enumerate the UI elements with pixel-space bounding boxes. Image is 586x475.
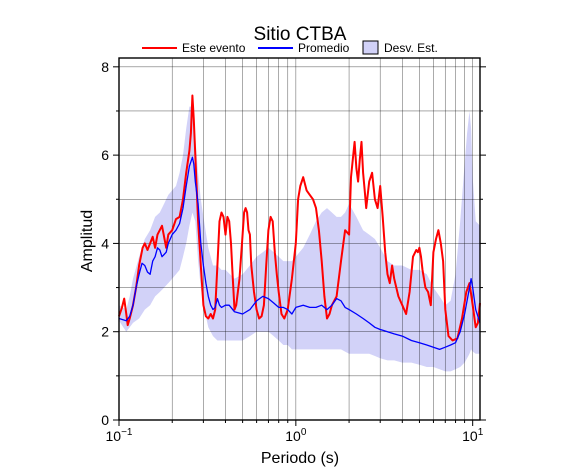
series-line-este-evento: [118, 94, 481, 342]
y-tick-label: 4: [101, 235, 109, 251]
chart-title: Sitio CTBA: [254, 24, 347, 45]
legend-label-promedio: Promedio: [298, 41, 350, 55]
std-dev-band: [119, 106, 480, 372]
x-tick-label: 101: [462, 427, 484, 444]
legend-item-este-evento: Este evento: [142, 41, 246, 55]
y-tick-label: 6: [101, 147, 109, 163]
y-axis-label: Amplitud: [79, 210, 96, 272]
y-tick-label: 8: [101, 59, 109, 75]
y-tick-label: 0: [101, 412, 109, 428]
legend-item-promedio: Promedio: [258, 41, 350, 55]
plot-area: 0 2 4 6 8 10−1 100 101: [101, 57, 486, 444]
legend: Este evento Promedio Desv. Est.: [142, 40, 438, 55]
x-tick-label: 10−1: [106, 427, 133, 444]
legend-label-desv-est: Desv. Est.: [384, 41, 438, 55]
y-tick-label: 2: [101, 324, 109, 340]
x-axis-label: Periodo (s): [261, 450, 339, 467]
legend-swatch-desv-est: [362, 40, 379, 55]
series-line-promedio: [118, 156, 481, 351]
legend-item-desv-est: Desv. Est.: [362, 40, 438, 55]
legend-label-este-evento: Este evento: [182, 41, 246, 55]
x-tick-label: 100: [285, 427, 307, 444]
plot-frame: [118, 57, 481, 421]
